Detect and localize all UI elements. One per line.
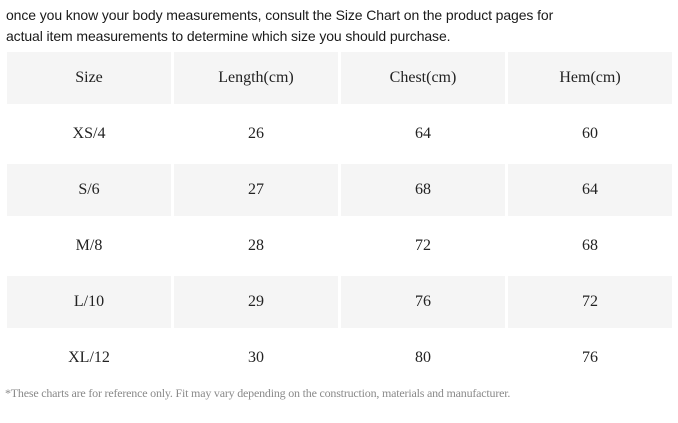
cell-chest: 72: [415, 237, 431, 254]
cell-chest: 64: [415, 125, 431, 142]
header-length: Length(cm): [174, 52, 338, 104]
table-row: M/8 28 72 68: [7, 220, 672, 272]
table-row: XS/4 26 64 60: [7, 108, 672, 160]
cell-hem: 64: [508, 164, 672, 216]
cell-chest: 80: [415, 349, 431, 366]
cell-length: 28: [248, 237, 264, 254]
cell-size: S/6: [7, 164, 171, 216]
intro-line-1: once you know your body measurements, co…: [6, 7, 554, 23]
intro-line-2: actual item measurements to determine wh…: [6, 28, 451, 44]
cell-length: 30: [248, 349, 264, 366]
header-size: Size: [7, 52, 171, 104]
table-row: L/10 29 76 72: [7, 276, 672, 328]
cell-hem: 76: [582, 349, 598, 366]
cell-length: 29: [174, 276, 338, 328]
cell-chest: 68: [341, 164, 505, 216]
cell-hem: 72: [508, 276, 672, 328]
cell-size: M/8: [75, 237, 103, 254]
table-header-row: Size Length(cm) Chest(cm) Hem(cm): [7, 52, 672, 104]
cell-size: L/10: [7, 276, 171, 328]
intro-text: once you know your body measurements, co…: [6, 5, 666, 47]
header-chest: Chest(cm): [341, 52, 505, 104]
cell-size: XS/4: [72, 125, 106, 142]
cell-size: XL/12: [68, 349, 110, 366]
cell-length: 26: [248, 125, 264, 142]
table-row: S/6 27 68 64: [7, 164, 672, 216]
cell-chest: 76: [341, 276, 505, 328]
table-row: XL/12 30 80 76: [7, 332, 672, 384]
reference-footnote: *These charts are for reference only. Fi…: [5, 386, 511, 400]
size-chart-table: Size Length(cm) Chest(cm) Hem(cm) XS/4 2…: [4, 48, 675, 388]
header-hem: Hem(cm): [508, 52, 672, 104]
cell-length: 27: [174, 164, 338, 216]
cell-hem: 68: [582, 237, 598, 254]
cell-hem: 60: [582, 125, 598, 142]
